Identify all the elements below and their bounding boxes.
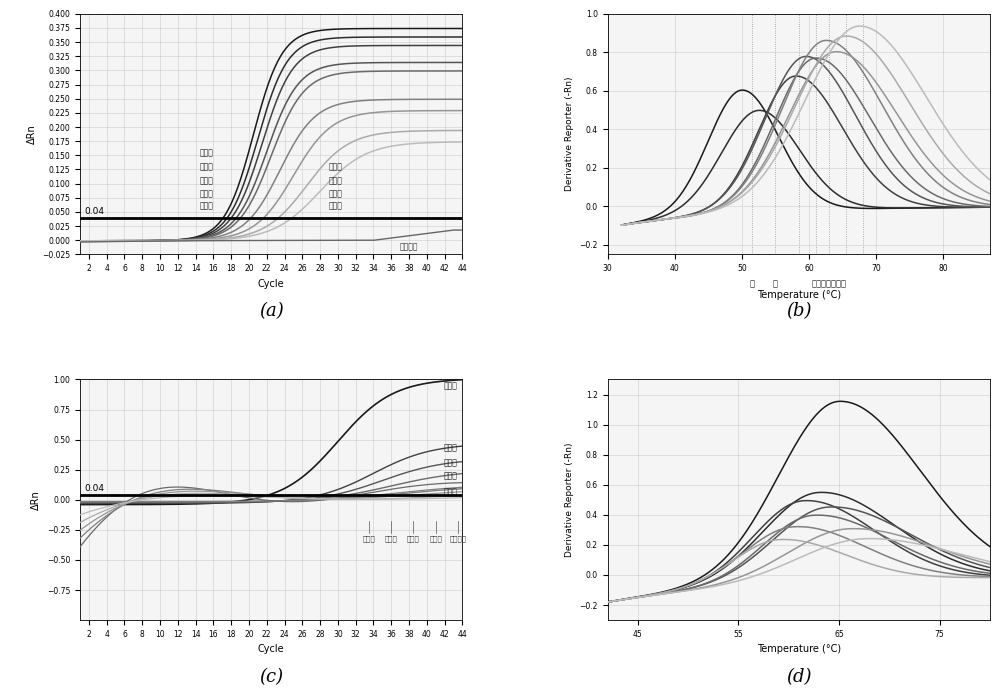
Y-axis label: Derivative Reporter (-Rn): Derivative Reporter (-Rn) (565, 442, 574, 557)
X-axis label: Temperature (°C): Temperature (°C) (757, 290, 841, 300)
Text: (c): (c) (259, 668, 283, 686)
X-axis label: Temperature (°C): Temperature (°C) (757, 644, 841, 655)
Text: 0.04: 0.04 (84, 484, 104, 493)
Text: 狗源性: 狗源性 (200, 202, 214, 211)
Text: 鸡源性: 鸡源性 (429, 535, 442, 542)
Text: 羊源性: 羊源性 (444, 487, 458, 496)
Text: 驼源性: 驼源性 (407, 535, 420, 542)
Text: 鸭源性: 鸭源性 (329, 202, 343, 211)
Text: 猪源性: 猪源性 (444, 381, 458, 390)
Text: 羊源性: 羊源性 (200, 162, 214, 171)
Text: 羊源性: 羊源性 (385, 535, 398, 542)
X-axis label: Cycle: Cycle (258, 278, 284, 289)
Y-axis label: ΔRn: ΔRn (27, 124, 37, 144)
Y-axis label: Derivative Reporter (-Rn): Derivative Reporter (-Rn) (565, 77, 574, 192)
Text: 驴源性: 驴源性 (200, 176, 214, 185)
Text: 鸡: 鸡 (749, 279, 754, 289)
Text: 狗源性: 狗源性 (444, 471, 458, 480)
Text: 鸭源性: 鸭源性 (363, 535, 375, 542)
Text: 鸭: 鸭 (773, 279, 778, 289)
Text: (a): (a) (259, 302, 284, 320)
Text: (d): (d) (786, 668, 812, 686)
Text: 驴源性: 驴源性 (444, 458, 458, 467)
Text: 牛源性: 牛源性 (200, 189, 214, 198)
Text: 阴性对照: 阴性对照 (449, 535, 466, 542)
Text: 0.04: 0.04 (84, 207, 104, 216)
Text: 驼源性: 驼源性 (329, 162, 343, 171)
Text: (b): (b) (786, 302, 812, 320)
Text: 驼狗马牛羊驴猪: 驼狗马牛羊驴猪 (812, 279, 847, 289)
Text: 猪源性: 猪源性 (200, 148, 214, 157)
Y-axis label: ΔRn: ΔRn (31, 490, 41, 510)
Text: 马源性: 马源性 (329, 176, 343, 185)
Text: 马源性: 马源性 (444, 444, 458, 453)
Text: 阴性对照: 阴性对照 (400, 243, 419, 252)
X-axis label: Cycle: Cycle (258, 644, 284, 655)
Text: 鸡源性: 鸡源性 (329, 189, 343, 198)
